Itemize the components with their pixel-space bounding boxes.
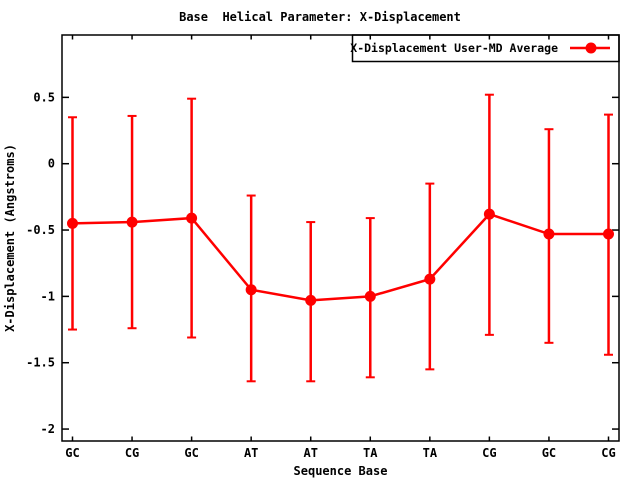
- data-point: [245, 284, 257, 296]
- x-tick-label: AT: [303, 446, 317, 460]
- y-tick-label: -1.5: [26, 356, 55, 370]
- chart-title: Base Helical Parameter: X-Displacement: [179, 10, 461, 24]
- data-point: [603, 228, 614, 240]
- y-axis-label: X-Displacement (Angstroms): [3, 144, 17, 332]
- data-point: [305, 294, 317, 306]
- plot-border: [61, 34, 620, 442]
- x-tick-label: GC: [65, 446, 79, 460]
- data-point: [186, 212, 198, 224]
- y-tick-label: -2: [41, 422, 55, 436]
- legend-sample-marker: [585, 42, 597, 54]
- x-tick-label: AT: [244, 446, 258, 460]
- plot-graphics: 0.5 0 -0.5 -1 -1.5 -2 GC CG GC AT AT TA TA CG GC CG: [26, 34, 620, 460]
- x-tick-label: GC: [184, 446, 198, 460]
- data-point: [424, 273, 436, 285]
- data-point: [543, 228, 555, 240]
- series-line: [72, 212, 609, 302]
- y-tick-label: 0.5: [33, 90, 55, 104]
- x-tick-label: TA: [363, 446, 378, 460]
- x-tick-label: CG: [482, 446, 496, 460]
- data-point: [67, 217, 78, 229]
- y-tick-label: -0.5: [26, 223, 55, 237]
- x-tick-label: TA: [423, 446, 438, 460]
- x-tick-label: CG: [125, 446, 139, 460]
- x-tick-label: CG: [601, 446, 615, 460]
- y-tick-label: -1: [41, 289, 55, 303]
- legend-box: [351, 34, 620, 63]
- x-tick-label: GC: [542, 446, 556, 460]
- y-tick-label: 0: [48, 157, 55, 171]
- x-axis-label: Sequence Base: [293, 464, 388, 478]
- legend-label: X-Displacement User-MD Average: [350, 41, 558, 55]
- data-point: [364, 290, 376, 302]
- data-point: [126, 216, 138, 228]
- data-point: [483, 208, 495, 220]
